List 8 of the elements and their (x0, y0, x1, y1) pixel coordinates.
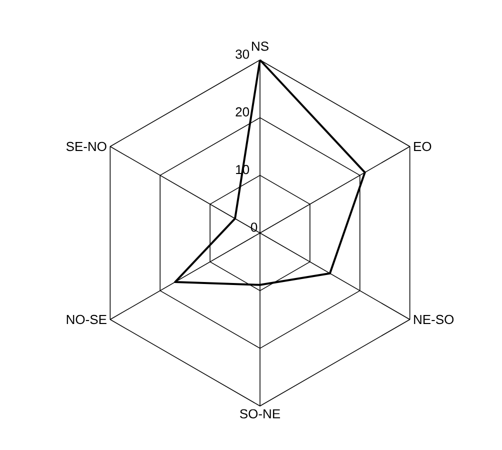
spoke-label: SE-NO (66, 142, 106, 152)
spoke-label: NS (252, 42, 268, 51)
y-tick-label: 20 (236, 107, 250, 116)
y-tick-label: 30 (236, 50, 250, 59)
spoke-label: EO (414, 142, 432, 152)
spoke-label: SO-NE (240, 409, 280, 418)
spoke-label: NE-SO (414, 314, 454, 324)
spoke-label: NO-SE (66, 314, 106, 324)
